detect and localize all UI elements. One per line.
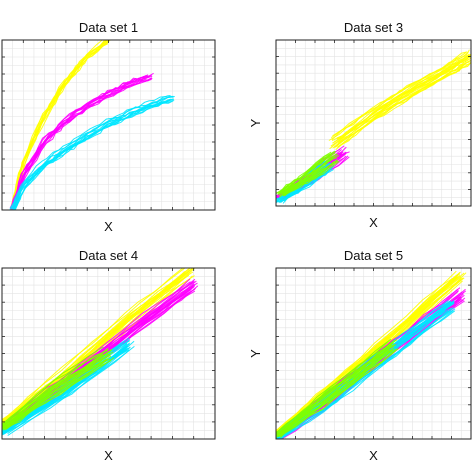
- series-line: [332, 49, 470, 137]
- subplot-4: Data set 5 X Y: [248, 248, 472, 463]
- series-line: [13, 100, 174, 210]
- series-line: [10, 40, 104, 210]
- chart-title: Data set 1: [79, 20, 138, 35]
- series-line: [277, 153, 333, 195]
- series-line: [332, 59, 469, 144]
- x-axis-label: X: [104, 219, 113, 234]
- series-4: [276, 338, 399, 438]
- series-line: [4, 360, 112, 429]
- series-line: [2, 268, 186, 421]
- series-line: [280, 167, 333, 201]
- grid: [2, 40, 215, 210]
- series-line: [276, 349, 390, 437]
- chart-title: Data set 5: [344, 248, 403, 263]
- series-line: [280, 348, 399, 437]
- series-line: [5, 357, 115, 430]
- series-line: [330, 61, 467, 147]
- series-2: [9, 72, 154, 210]
- series-line: [12, 95, 174, 210]
- series-line: [282, 153, 338, 195]
- series-line: [276, 274, 459, 432]
- series-line: [279, 310, 454, 439]
- x-axis-label: X: [369, 448, 378, 463]
- series-line: [277, 310, 456, 439]
- x-axis-label: X: [104, 448, 113, 463]
- series-line: [14, 77, 153, 210]
- series-line: [13, 77, 153, 210]
- series-line: [11, 98, 171, 210]
- series-line: [3, 351, 111, 429]
- series-line: [2, 347, 128, 436]
- series-line: [14, 40, 111, 209]
- subplot-1: Data set 1 X: [1, 20, 216, 234]
- series-line: [276, 270, 457, 432]
- series-group: [9, 40, 175, 210]
- axis-ticks: [276, 268, 471, 439]
- series-1: [10, 40, 111, 210]
- series-group: [276, 49, 471, 204]
- y-axis-label: Y: [248, 118, 263, 127]
- series-4: [2, 346, 115, 431]
- series-line: [334, 60, 471, 148]
- series-line: [10, 95, 171, 208]
- series-group: [2, 268, 199, 436]
- series-line: [10, 75, 151, 209]
- series-line: [276, 347, 395, 437]
- series-line: [337, 62, 471, 148]
- series-line: [2, 348, 109, 430]
- axis-ticks: [276, 40, 471, 206]
- chart-title: Data set 4: [79, 248, 138, 263]
- series-group: [276, 270, 467, 439]
- series-line: [277, 152, 333, 196]
- series-line: [4, 355, 112, 431]
- series-line: [9, 98, 171, 210]
- series-1: [328, 49, 471, 151]
- series-line: [276, 338, 392, 434]
- series-line: [279, 339, 398, 438]
- series-line: [328, 51, 467, 141]
- series-line: [7, 346, 135, 436]
- subplot-2: Data set 3 X Y: [248, 20, 472, 230]
- series-line: [2, 349, 130, 434]
- series-3: [9, 95, 175, 210]
- series-4: [276, 150, 340, 198]
- axis-ticks: [2, 40, 215, 210]
- axis-ticks: [2, 268, 215, 439]
- chart-title: Data set 3: [344, 20, 403, 35]
- series-line: [280, 348, 398, 438]
- series-line: [2, 347, 109, 427]
- series-line: [282, 160, 340, 195]
- x-axis-label: X: [369, 215, 378, 230]
- subplot-3: Data set 4 X: [1, 248, 216, 463]
- series-line: [276, 344, 390, 434]
- series-line: [276, 349, 394, 437]
- y-axis-label: Y: [248, 349, 263, 358]
